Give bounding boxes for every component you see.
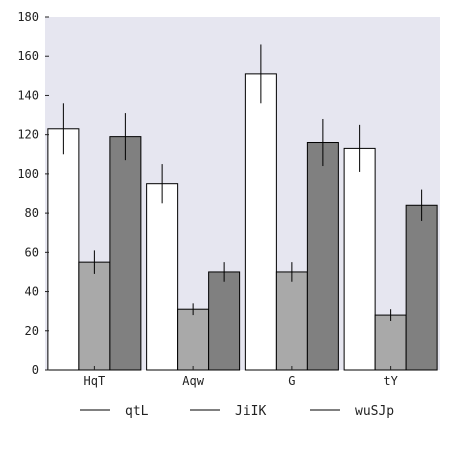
y-tick-label-80: 80 [25, 206, 39, 220]
y-tick-label-20: 20 [25, 324, 39, 338]
bar-qtL-HqT [47, 128, 80, 371]
bar-JiIK-G [275, 271, 308, 371]
y-tick-label-60: 60 [25, 245, 39, 259]
y-tick-label-160: 160 [17, 49, 39, 63]
bars-layer [47, 73, 438, 371]
legend-label-qtL: qtL [125, 404, 149, 419]
error-bars-layer [62, 44, 423, 321]
bar-qtL-G [244, 73, 277, 371]
y-axis: 0 20 40 60 80 100 120 140 160 180 [17, 10, 49, 377]
bar-JiIK-HqT [78, 261, 111, 371]
legend: qtL JiIK wuSJp [80, 404, 394, 419]
bar-wuSJp-HqT [109, 136, 142, 371]
x-tick-label-tY: tY [383, 374, 398, 388]
y-tick-label-100: 100 [17, 167, 39, 181]
legend-label-wuSJp: wuSJp [355, 404, 394, 419]
bar-qtL-tY [343, 147, 376, 371]
bar-wuSJp-Aqw [208, 271, 241, 371]
bar-JiIK-Aqw [177, 308, 210, 371]
bar-wuSJp-G [306, 142, 339, 371]
y-tick-label-120: 120 [17, 128, 39, 142]
y-tick-label-0: 0 [32, 363, 39, 377]
y-tick-label-180: 180 [17, 10, 39, 24]
y-tick-label-40: 40 [25, 285, 39, 299]
bar-qtL-Aqw [146, 183, 179, 371]
x-tick-label-G: G [288, 374, 295, 388]
legend-label-JiIK: JiIK [235, 404, 266, 419]
x-tick-label-Aqw: Aqw [182, 374, 204, 388]
bar-JiIK-tY [374, 314, 407, 371]
y-tick-label-140: 140 [17, 88, 39, 102]
x-tick-label-HqT: HqT [84, 374, 106, 388]
bar-wuSJp-tY [405, 204, 438, 371]
